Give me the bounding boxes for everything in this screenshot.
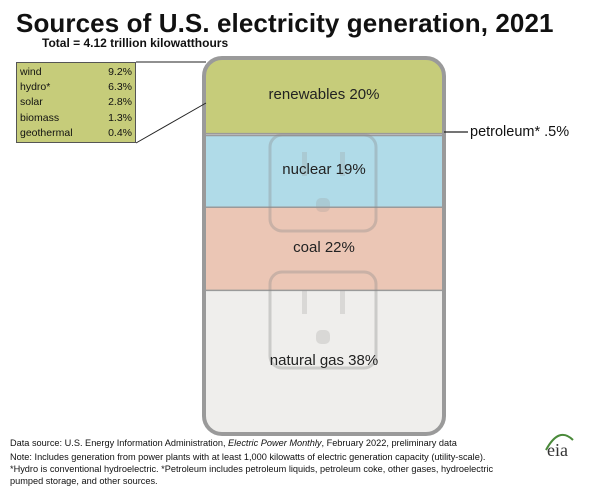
segment-natural-gas [204,290,444,434]
footer-source-prefix: Data source: U.S. Energy Information Adm… [10,438,229,448]
outlet-plate-border [202,56,446,436]
legend-row: hydro* 6.3% [20,80,132,95]
footer-note-2: *Hydro is conventional hydroelectric. *P… [10,464,494,474]
legend-row-value: 2.8% [108,96,132,109]
footer-source-publication: Electric Power Monthly [228,438,322,448]
legend-row: geothermal 0.4% [20,126,132,141]
eia-logo-text: eia [547,440,568,460]
legend-row: biomass 1.3% [20,111,132,126]
segment-nuclear [204,135,444,208]
chart-subtitle: Total = 4.12 trillion kilowatthours [42,36,229,50]
segment-petroleum [204,133,444,136]
outlet-receptacle-icon [268,133,378,370]
legend-row-name: hydro* [20,81,51,94]
legend-row-value: 1.3% [108,111,132,124]
chart-title: Sources of U.S. electricity generation, … [16,8,554,38]
legend-connector-line [135,102,207,144]
segment-coal [204,207,444,291]
outlet-slot-icon [302,152,345,344]
legend-row-value: 6.3% [108,81,132,94]
renewables-breakdown-table: wind 9.2% hydro* 6.3% solar 2.8% biomass… [16,62,136,143]
segment-label-nuclear: nuclear 19% [282,161,366,179]
segment-label-natural-gas: natural gas 38% [269,352,379,370]
footer-source-suffix: , February 2022, preliminary data [321,438,457,448]
footer-note-3: pumped storage, and other sources. [10,476,158,486]
legend-row: solar 2.8% [20,95,132,110]
legend-row-name: geothermal [20,126,73,139]
legend-row-value: 0.4% [108,126,132,139]
legend-row-name: solar [20,96,43,109]
legend-row: wind 9.2% [20,65,132,80]
segment-label-coal: coal 22% [293,238,355,256]
footer-note-1: Note: Includes generation from power pla… [10,452,486,462]
footer-source: Data source: U.S. Energy Information Adm… [10,438,457,450]
legend-row-name: biomass [20,111,60,124]
segment-renewables [204,58,444,134]
segment-label-renewables: renewables 20% [268,85,380,103]
eia-logo-icon: eia [542,430,576,460]
segment-label-petroleum: petroleum* .5% [470,124,570,140]
legend-row-value: 9.2% [108,66,132,78]
legend-row-name: wind [20,66,42,78]
